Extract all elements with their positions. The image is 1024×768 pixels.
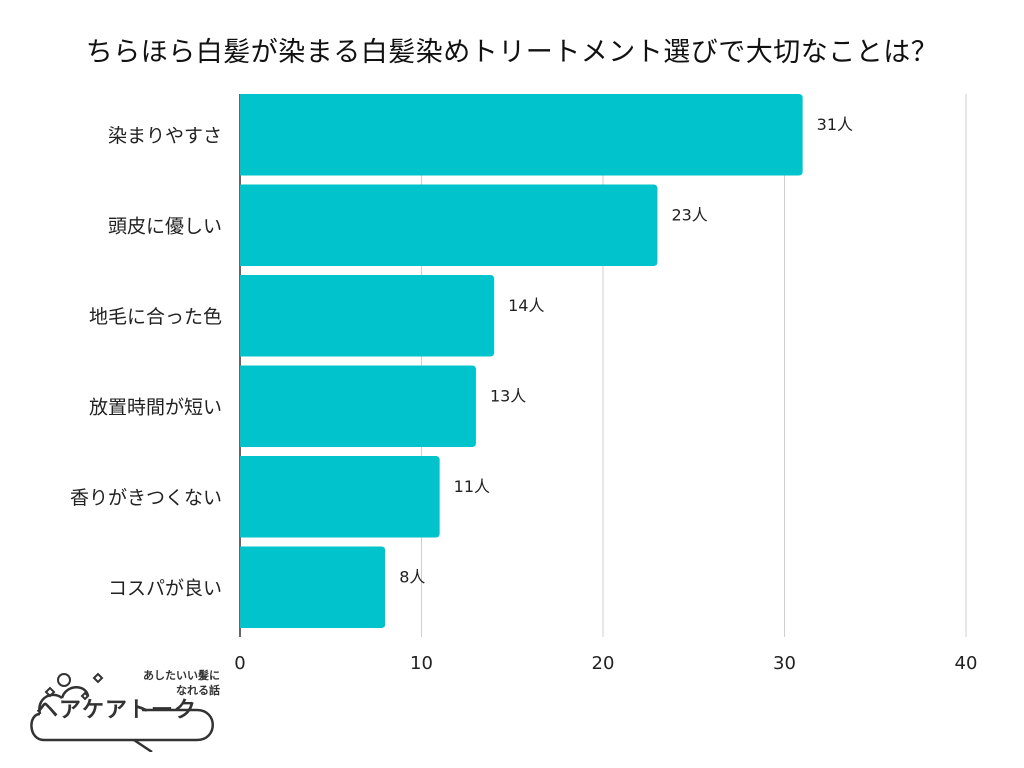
brand-logo: あしたいい髪に なれる話 ヘアケアトーク xyxy=(22,662,222,752)
bar xyxy=(240,456,440,538)
category-label: コスパが良い xyxy=(108,577,222,599)
bar xyxy=(240,184,658,266)
category-label: 放置時間が短い xyxy=(89,396,222,418)
logo-bubble-icon xyxy=(30,672,214,752)
category-label: 頭皮に優しい xyxy=(108,215,222,237)
x-tick-label: 20 xyxy=(592,653,615,674)
data-label: 11人 xyxy=(454,477,490,496)
data-label: 31人 xyxy=(817,115,853,134)
x-tick-label: 40 xyxy=(955,653,978,674)
category-label: 染まりやすさ xyxy=(108,125,222,147)
logo-tagline: あしたいい髪に なれる話 xyxy=(110,668,220,698)
chart-title: ちらほら白髪が染まる白髪染めトリートメント選びで大切なことは？ xyxy=(85,37,939,68)
x-tick-label: 10 xyxy=(410,653,433,674)
bar xyxy=(240,546,386,628)
logo-name: ヘアケアトーク xyxy=(36,698,198,723)
logo-tagline-line2: なれる話 xyxy=(176,684,220,697)
x-tick-label: 30 xyxy=(773,653,796,674)
data-label: 23人 xyxy=(671,205,707,224)
bar xyxy=(240,365,476,447)
x-tick-label: 0 xyxy=(234,653,245,674)
bar xyxy=(240,275,495,357)
bars xyxy=(240,94,803,628)
bar xyxy=(240,94,803,176)
category-label: 香りがきつくない xyxy=(70,487,222,509)
category-label: 地毛に合った色 xyxy=(89,306,222,328)
data-label: 13人 xyxy=(490,386,526,405)
logo-tagline-line1: あしたいい髪に xyxy=(143,669,220,682)
data-label: 8人 xyxy=(399,567,425,586)
data-label: 14人 xyxy=(508,296,544,315)
